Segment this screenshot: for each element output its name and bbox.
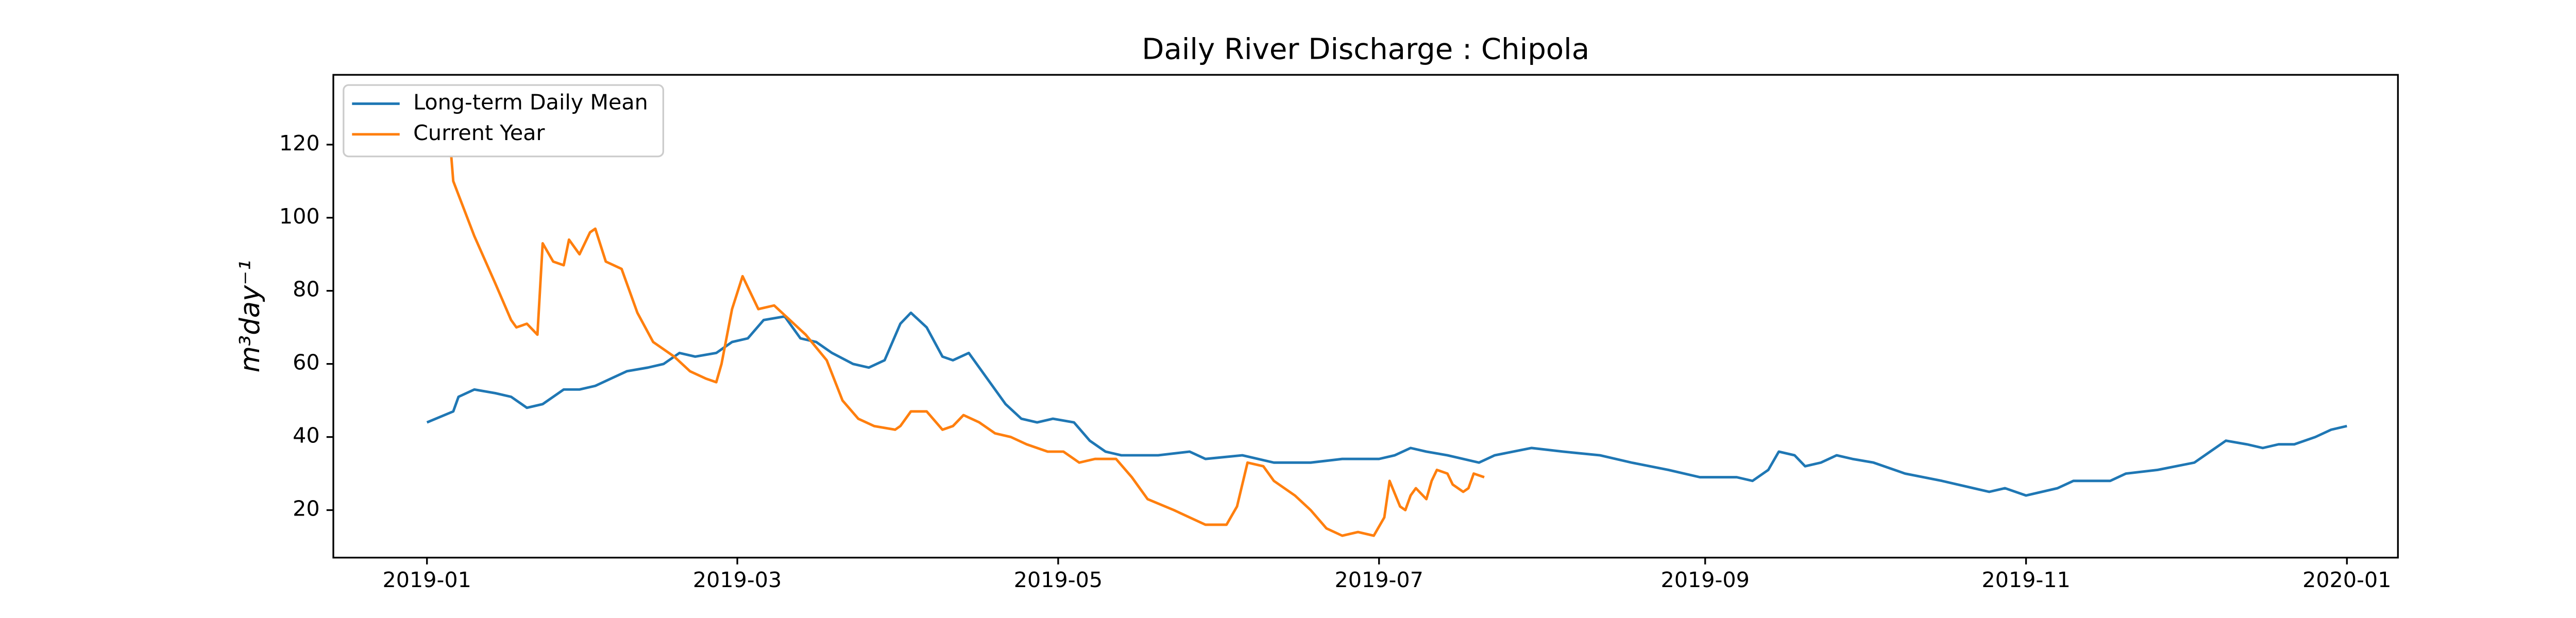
x-tick-label: 2019-05 [1014, 568, 1103, 592]
legend-label: Long-term Daily Mean [413, 90, 648, 114]
x-tick-label: 2019-09 [1661, 568, 1750, 592]
chart-title: Daily River Discharge : Chipola [1142, 33, 1589, 66]
y-tick-label: 80 [293, 277, 320, 302]
y-axis-label: m³day⁻¹ [234, 260, 266, 373]
plot-frame [332, 74, 2399, 559]
legend-box [343, 84, 665, 158]
series-line [426, 96, 1485, 537]
y-tick-label: 120 [279, 131, 320, 156]
legend: Long-term Daily Mean Current Year [343, 84, 665, 158]
x-tick-label: 2019-01 [383, 568, 471, 592]
y-tick-label: 100 [279, 204, 320, 229]
x-tick-label: 2019-03 [693, 568, 782, 592]
y-tick-label: 60 [293, 350, 320, 375]
x-tick-label: 2020-01 [2302, 568, 2391, 592]
x-tick-label: 2019-11 [1981, 568, 2070, 592]
legend-label: Current Year [413, 121, 545, 145]
series-line [426, 311, 2347, 497]
x-tick-label: 2019-07 [1335, 568, 1423, 592]
y-tick-label: 40 [293, 423, 320, 448]
y-tick-label: 20 [293, 496, 320, 521]
